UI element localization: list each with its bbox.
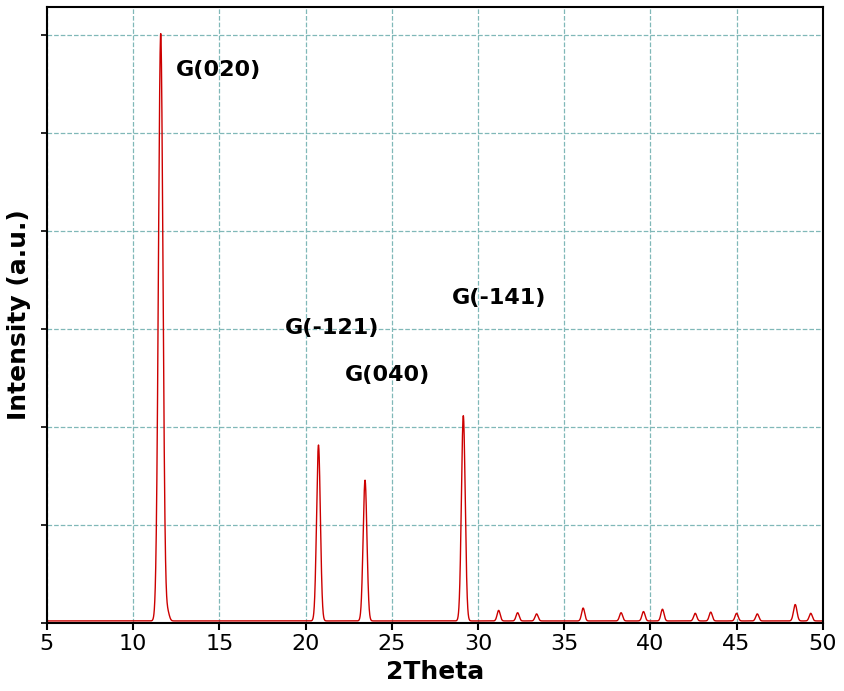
Text: G(040): G(040) — [345, 365, 430, 385]
Y-axis label: Intensity (a.u.): Intensity (a.u.) — [7, 209, 31, 420]
Text: G(-121): G(-121) — [285, 318, 379, 338]
Text: G(-141): G(-141) — [452, 288, 546, 308]
X-axis label: 2Theta: 2Theta — [386, 660, 484, 684]
Text: G(020): G(020) — [176, 59, 262, 79]
